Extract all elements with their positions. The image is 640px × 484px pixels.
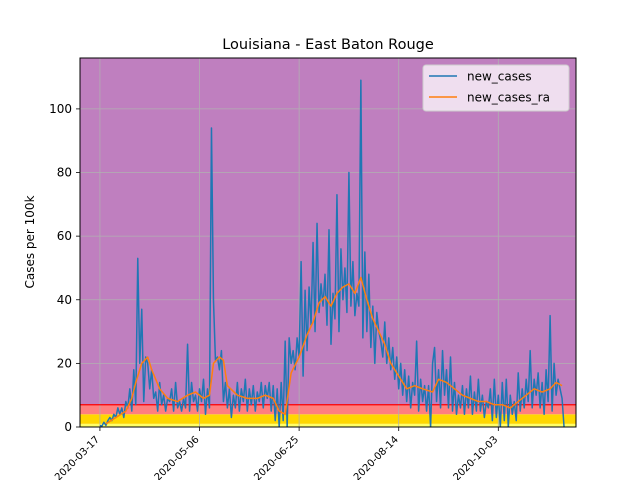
y-tick-label-2: 40 bbox=[57, 293, 72, 307]
legend: new_cases new_cases_ra bbox=[422, 64, 570, 112]
series-lines bbox=[99, 79, 565, 427]
plot-frame bbox=[79, 57, 577, 428]
x-tick-label-0: 2020-03-17 bbox=[53, 434, 102, 480]
y-tick-label-3: 60 bbox=[57, 229, 72, 243]
background-band-3 bbox=[80, 58, 576, 405]
background-bands bbox=[80, 58, 576, 427]
legend-label-new-cases: new_cases bbox=[467, 70, 532, 84]
legend-label-new-cases-ra: new_cases_ra bbox=[467, 91, 550, 105]
x-axis: 2020-03-17 2020-05-06 2020-06-25 2020-08-14… bbox=[53, 427, 501, 483]
chart-title: Louisiana - East Baton Rouge bbox=[222, 37, 434, 53]
background-band-1 bbox=[80, 414, 576, 424]
x-tick-label-1: 2020-05-06 bbox=[153, 434, 202, 480]
y-axis-label: Cases per 100k bbox=[23, 195, 37, 288]
series-line-new-cases-ra bbox=[105, 276, 563, 425]
x-tick-label-3: 2020-08-14 bbox=[352, 434, 401, 480]
y-axis: 0 20 40 60 80 100 bbox=[49, 102, 80, 434]
background-band-0 bbox=[80, 423, 576, 427]
grid-lines bbox=[80, 58, 576, 428]
y-tick-label-4: 80 bbox=[57, 166, 72, 180]
y-tick-label-5: 100 bbox=[49, 102, 72, 116]
background-band-2 bbox=[80, 404, 576, 415]
legend-box bbox=[422, 64, 570, 112]
y-tick-label-0: 0 bbox=[64, 420, 72, 434]
series-line-new-cases bbox=[99, 79, 565, 427]
x-tick-label-4: 2020-10-03 bbox=[452, 434, 501, 480]
y-tick-label-1: 20 bbox=[57, 356, 72, 370]
x-tick-label-2: 2020-06-25 bbox=[252, 434, 301, 480]
